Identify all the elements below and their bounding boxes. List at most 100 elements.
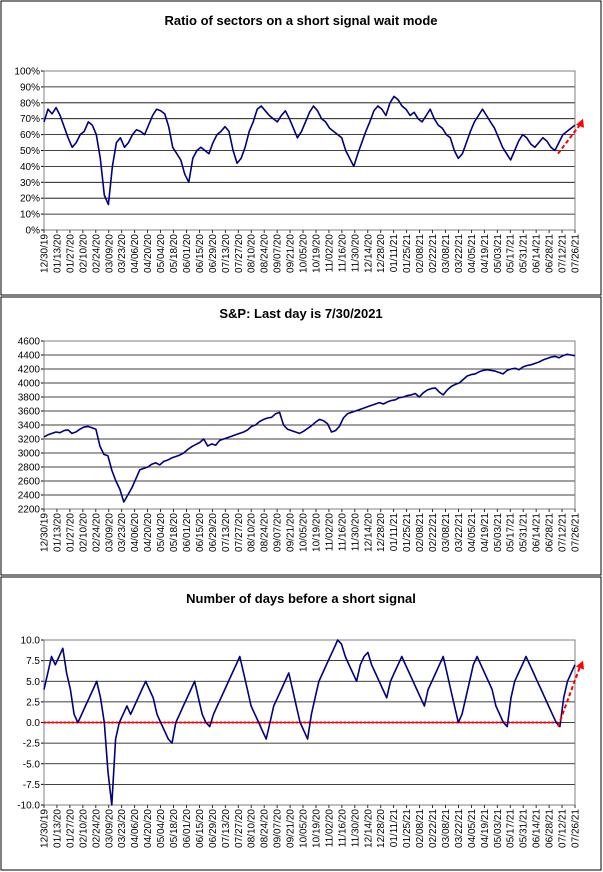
x-tick-label: 01/27/20 [65,513,76,552]
x-tick-label: 04/06/20 [130,513,141,552]
x-tick-label: 11/16/20 [337,234,348,273]
x-tick-label: 04/06/20 [130,234,141,273]
x-tick-label: 05/04/20 [156,234,167,273]
x-tick-label: 05/17/21 [506,809,517,848]
x-tick-label: 09/21/20 [286,809,297,848]
x-tick-label: 02/08/21 [415,809,426,848]
x-tick-label: 05/18/20 [169,513,180,552]
x-tick-label: 02/10/20 [78,513,89,552]
x-tick-label: 12/30/19 [40,809,51,848]
x-tick-label: 05/31/21 [519,234,530,273]
y-tick-label: 10.0 [21,636,41,647]
y-tick-label: 80% [20,98,40,109]
x-tick-label: 07/26/21 [571,234,582,273]
y-tick-label: 70% [20,114,40,125]
x-tick-label: 11/16/20 [337,809,348,848]
y-tick-label: 4400 [18,351,41,362]
trend-arrow-head [576,118,584,128]
x-tick-label: 07/12/21 [558,809,569,848]
x-tick-label: 03/23/20 [117,234,128,273]
x-tick-label: 03/08/21 [441,234,452,273]
y-tick-label: 90% [20,82,40,93]
x-tick-label: 06/29/20 [208,809,219,848]
x-tick-label: 10/05/20 [299,513,310,552]
y-tick-label: 0% [26,226,41,237]
x-tick-label: 09/07/20 [273,513,284,552]
x-tick-label: 10/19/20 [311,234,322,273]
series-line [43,353,576,503]
trend-arrow-shaft [557,666,581,727]
x-tick-label: 10/19/20 [311,809,322,848]
x-tick-label: 02/24/20 [91,234,102,273]
x-tick-label: 02/22/21 [428,234,439,273]
chart-panel-1: Ratio of sectors on a short signal wait … [0,0,602,296]
x-tick-label: 09/21/20 [286,513,297,552]
panel-border [0,0,602,296]
x-tick-label: 05/31/21 [519,809,530,848]
y-tick-label: 100% [14,67,40,78]
x-tick-label: 11/16/20 [337,513,348,552]
x-tick-label: 08/24/20 [260,513,271,552]
x-tick-label: 11/30/20 [350,234,361,273]
x-tick-label: 12/14/20 [363,809,374,848]
x-tick-label: 11/02/20 [324,513,335,552]
x-tick-label: 04/20/20 [143,234,154,273]
x-tick-label: 02/24/20 [91,513,102,552]
x-tick-label: 06/01/20 [182,809,193,848]
x-tick-label: 06/29/20 [208,234,219,273]
x-tick-label: 06/15/20 [195,513,206,552]
x-tick-label: 06/28/21 [545,809,556,848]
x-tick-label: 04/05/21 [467,809,478,848]
chart-panel-2: S&P: Last day is 7/30/2021 2200 2400 2600 28… [0,296,602,576]
x-tick-label: 03/08/21 [441,809,452,848]
x-tick-label: 01/11/21 [389,234,400,273]
x-tick-label: 05/17/21 [506,234,517,273]
y-tick-label: 20% [20,194,40,205]
series-line [43,639,576,806]
y-tick-label: -5.0 [23,759,41,770]
x-tick-label: 02/10/20 [78,234,89,273]
y-tick-label: 4000 [18,379,41,390]
x-tick-label: 09/21/20 [286,234,297,273]
y-tick-label: 3600 [18,407,41,418]
y-tick-label: 3200 [18,435,41,446]
x-tick-label: 07/13/20 [221,513,232,552]
x-tick-label: 01/25/21 [402,809,413,848]
plot-area [43,340,576,510]
x-tick-label: 05/17/21 [506,513,517,552]
x-tick-label: 04/19/21 [480,234,491,273]
x-tick-label: 07/12/21 [558,513,569,552]
x-tick-label: 03/22/21 [454,809,465,848]
x-tick-label: 06/01/20 [182,513,193,552]
x-tick-label: 11/02/20 [324,234,335,273]
y-tick-label: -10.0 [17,801,40,812]
x-tick-label: 07/26/21 [571,513,582,552]
x-tick-label: 07/12/21 [558,234,569,273]
x-tick-label: 06/14/21 [532,234,543,273]
x-tick-label: 07/13/20 [221,809,232,848]
x-tick-label: 07/27/20 [234,234,245,273]
x-tick-label: 02/10/20 [78,809,89,848]
x-tick-label: 11/30/20 [350,513,361,552]
x-tick-label: 02/22/21 [428,809,439,848]
x-tick-label: 12/30/19 [40,234,51,273]
y-tick-label: 3800 [18,393,41,404]
x-tick-label: 02/08/21 [415,234,426,273]
y-tick-label: 2800 [18,463,41,474]
x-tick-label: 05/03/21 [493,513,504,552]
x-tick-label: 03/23/20 [117,809,128,848]
x-tick-label: 04/19/21 [480,809,491,848]
x-tick-label: 04/06/20 [130,809,141,848]
x-tick-label: 01/27/20 [65,809,76,848]
x-tick-label: 04/20/20 [143,809,154,848]
x-tick-label: 09/07/20 [273,809,284,848]
x-tick-label: 06/15/20 [195,809,206,848]
x-tick-label: 08/10/20 [247,234,258,273]
x-tick-label: 02/22/21 [428,513,439,552]
trend-arrow-head [576,660,584,670]
x-tick-label: 05/04/20 [156,809,167,848]
chart-title: Number of days before a short signal [186,591,416,606]
y-tick-label: -2.5 [23,739,41,750]
x-tick-label: 04/19/21 [480,513,491,552]
